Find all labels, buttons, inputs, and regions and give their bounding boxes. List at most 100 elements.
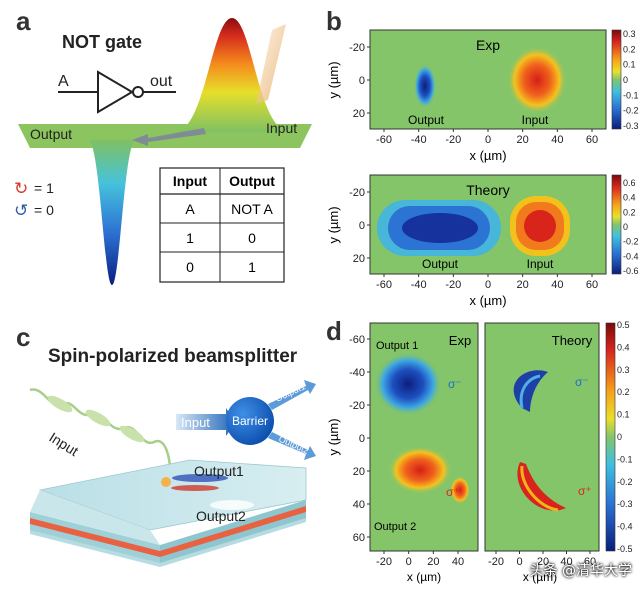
x-tick-label: 20: [517, 279, 529, 291]
x-tick-label: 20: [537, 556, 549, 568]
panel-c-output1-label: Output1: [194, 463, 244, 479]
d-theory-sigma-minus: σ⁻: [575, 375, 589, 389]
colorbar-tick-label: -0.4: [617, 522, 633, 532]
gate-input-label: A: [58, 73, 69, 90]
spin-up-icon: ↻: [14, 179, 28, 198]
d-exp-heatmap: Exp Output 1 Output 2 σ⁻ σ⁺: [369, 322, 479, 552]
panel-a-letter: a: [16, 6, 31, 36]
x-tick-label: 0: [485, 279, 491, 291]
truth-table: Input Output A NOT A 1 0 0 1: [159, 167, 285, 283]
colorbar-tick-label: 0.4: [623, 193, 636, 203]
panel-c-title: Spin-polarized beamsplitter: [48, 346, 298, 367]
x-tick-label: 60: [584, 556, 596, 568]
y-tick-label: 20: [353, 253, 365, 265]
x-tick-label: 20: [517, 134, 529, 146]
colorbar-tick-label: 0.5: [617, 320, 630, 330]
y-tick-label: 0: [359, 433, 365, 445]
diagram-output1-label: Output1: [274, 381, 307, 404]
d-x-ticks-right: -20 0 20 40 60: [488, 551, 596, 568]
colorbar-tick-label: -0.3: [617, 499, 633, 509]
d-theory-title: Theory: [552, 333, 593, 348]
colorbar-tick-label: -0.2: [623, 237, 639, 247]
exp-colorbar-ticks: 0.3 0.2 0.1 0 -0.1 -0.2 -0.3: [623, 29, 639, 131]
d-output1-label: Output 1: [376, 340, 418, 352]
colorbar-tick-label: 0.2: [617, 387, 630, 397]
propagation-arrow: [132, 128, 206, 146]
theory-y-ticks: -20 0 20: [349, 187, 370, 265]
panel-c-letter: c: [16, 322, 30, 352]
colorbar-tick-label: -0.6: [623, 266, 639, 276]
d-colorbar: [605, 322, 616, 552]
exp-ylabel: y (µm): [326, 61, 341, 98]
y-tick-label: 0: [359, 75, 365, 87]
colorbar-tick-label: -0.5: [617, 544, 633, 554]
x-tick-label: 0: [406, 556, 412, 568]
panel-a: a NOT gate A out Output Input ↻ = 1 ↺ = …: [14, 6, 312, 285]
beamsplitter-diagram: [176, 380, 316, 460]
y-tick-label: 60: [353, 532, 365, 544]
theory-input-label: Input: [527, 257, 554, 271]
d-theory-heatmap: Theory σ⁻ σ⁺: [484, 322, 600, 552]
x-tick-label: 40: [551, 279, 563, 291]
panel-c-input-label: Input: [46, 429, 81, 459]
exp-title: Exp: [476, 37, 500, 53]
colorbar-tick-label: 0.3: [617, 365, 630, 375]
table-cell: 0: [248, 230, 256, 246]
panel-a-title: NOT gate: [62, 32, 142, 52]
table-cell: 1: [248, 259, 256, 275]
y-tick-label: -20: [349, 400, 365, 412]
d-theory-sigma-plus: σ⁺: [578, 484, 592, 498]
exp-x-ticks: -60 -40 -20 0 20 40 60: [376, 129, 598, 146]
d-xlabel-left: x (µm): [407, 570, 441, 584]
input-peak: [175, 18, 290, 132]
y-tick-label: -20: [349, 187, 365, 199]
x-tick-label: 40: [551, 134, 563, 146]
y-tick-label: 40: [353, 499, 365, 511]
output-well: [88, 140, 136, 285]
theory-colorbar-ticks: 0.6 0.4 0.2 0 -0.2 -0.4 -0.6: [623, 178, 639, 276]
exp-heatmap: Exp Output Input: [369, 29, 607, 130]
d-x-ticks-left: -20 0 20 40: [376, 551, 464, 568]
exp-output-label: Output: [408, 113, 445, 127]
theory-output-label: Output: [422, 257, 459, 271]
colorbar-tick-label: 0: [623, 222, 628, 232]
colorbar-tick-label: 0: [623, 75, 628, 85]
d-exp-title: Exp: [449, 333, 471, 348]
colorbar-tick-label: -0.1: [623, 90, 639, 100]
layered-slab: [30, 459, 307, 567]
x-tick-label: -20: [376, 556, 392, 568]
d-output2-label: Output 2: [374, 521, 416, 533]
colorbar-tick-label: -0.4: [623, 251, 639, 261]
spin-up-text: = 1: [34, 180, 54, 196]
colorbar-tick-label: -0.2: [617, 477, 633, 487]
panel-b-letter: b: [326, 6, 342, 36]
x-tick-label: 40: [560, 556, 572, 568]
y-tick-label: -40: [349, 367, 365, 379]
x-tick-label: -40: [411, 279, 427, 291]
d-exp-sigma-plus: σ⁺: [446, 485, 460, 499]
table-cell: NOT A: [231, 201, 273, 217]
d-ylabel: y (µm): [326, 418, 341, 455]
table-header-output: Output: [229, 173, 275, 189]
panel-a-output-label: Output: [30, 126, 72, 142]
theory-title: Theory: [466, 182, 510, 198]
theory-heatmap: Theory Output Input: [369, 174, 607, 275]
panel-c-output2-label: Output2: [196, 508, 246, 524]
x-tick-label: -60: [376, 134, 392, 146]
d-exp-sigma-minus: σ⁻: [448, 377, 462, 391]
y-tick-label: -20: [349, 42, 365, 54]
colorbar-tick-label: -0.3: [623, 121, 639, 131]
gate-output-label: out: [150, 73, 173, 90]
panel-b: b Exp Output Input -60 -40 -20 0 20 40 60 -20 0…: [326, 6, 639, 308]
table-cell: A: [185, 201, 195, 217]
x-tick-label: 40: [452, 556, 464, 568]
y-tick-label: 20: [353, 466, 365, 478]
spin-down-icon: ↺: [14, 201, 28, 220]
excitation-beam: [256, 24, 286, 104]
table-header-input: Input: [173, 173, 208, 189]
d-y-ticks: -60 -40 -20 0 20 40 60: [349, 334, 370, 544]
colorbar-tick-label: 0.1: [623, 60, 636, 70]
x-tick-label: 60: [586, 134, 598, 146]
